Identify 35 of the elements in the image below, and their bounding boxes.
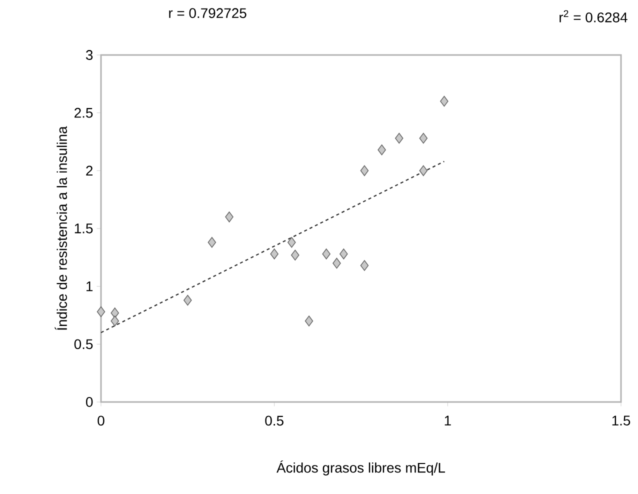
point — [340, 248, 348, 260]
point — [378, 144, 386, 156]
point — [419, 132, 428, 144]
y-tick-label: 2 — [86, 166, 93, 176]
x-axis-title: Ácidos grasos libres mEq/L — [276, 460, 446, 476]
y-tick-label: 3 — [86, 50, 93, 60]
point — [360, 260, 369, 271]
y-tick-label: 2.5 — [74, 108, 93, 118]
text: r = 0.792725 — [169, 8, 246, 18]
y-tick-label: 0.5 — [74, 339, 93, 350]
point — [208, 237, 216, 248]
point — [419, 165, 428, 176]
point — [288, 237, 296, 248]
point — [110, 316, 120, 326]
point — [110, 308, 120, 318]
point — [304, 316, 314, 326]
x-tick-label: 0.5 — [265, 416, 284, 426]
y-tick-label: 0 — [86, 397, 93, 407]
y-tick-label: 1.5 — [74, 224, 93, 234]
point — [96, 306, 106, 318]
point — [440, 96, 448, 107]
point — [332, 258, 341, 269]
x-tick-label: 0 — [98, 416, 104, 426]
y-tick-label: 1 — [86, 282, 93, 292]
point — [360, 165, 369, 176]
text: r$^{2}$ = 0.6284 — [560, 10, 628, 22]
point — [225, 212, 234, 222]
x-tick-label: 1.5 — [612, 416, 630, 426]
point — [270, 248, 278, 260]
point — [395, 132, 404, 144]
point — [291, 250, 300, 260]
y-axis-title: Índice de resistencia a la insulina — [54, 126, 68, 330]
x-tick-label: 1 — [444, 416, 451, 426]
point — [184, 294, 192, 306]
point — [322, 248, 330, 260]
